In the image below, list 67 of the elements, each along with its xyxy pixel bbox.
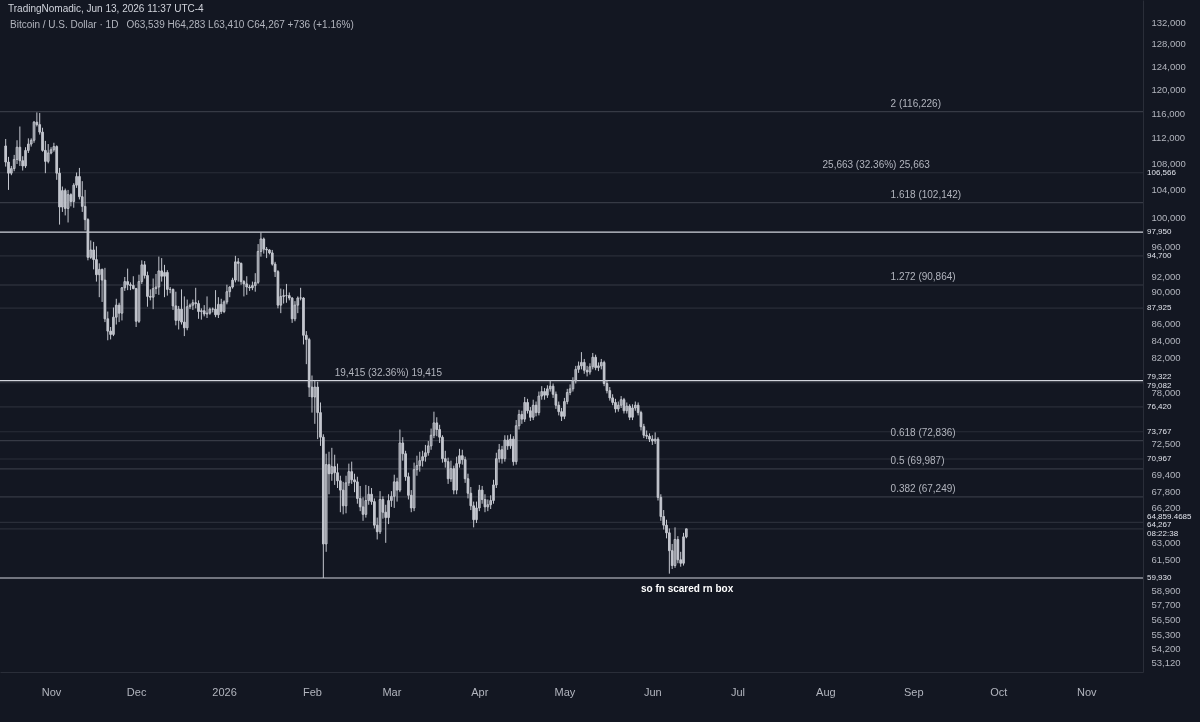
y-tick-label: 104,000: [1151, 184, 1186, 196]
annotation: 25,663 (32.36%) 25,663: [822, 158, 931, 170]
ref-line-label: 64,267 08:22:38: [1147, 520, 1179, 538]
y-tick-label: 63,000: [1151, 537, 1181, 549]
x-tick-label: Oct: [990, 685, 1008, 698]
y-tick-label: 86,000: [1151, 318, 1181, 330]
y-tick-label: 66,200: [1151, 502, 1181, 514]
annotation: 19,415 (32.36%) 19,415: [334, 366, 443, 378]
annotation: 1.272 (90,864): [890, 270, 956, 282]
ref-line-label: 94,700: [1147, 250, 1173, 260]
x-tick-label: Aug: [816, 685, 836, 698]
ref-line-label: 64,859.4685: [1147, 512, 1193, 522]
ref-line-label: 76,420: [1147, 401, 1173, 411]
y-tick-label: 55,300: [1151, 629, 1181, 641]
annotation: 0.618 (72,836): [890, 426, 956, 438]
y-tick-label: 124,000: [1151, 60, 1186, 72]
y-tick-label: 61,500: [1151, 554, 1181, 566]
ref-line-label: 59,930: [1147, 572, 1173, 582]
x-tick-label: Mar: [382, 685, 402, 698]
x-tick-label: Feb: [303, 685, 322, 698]
ref-line-label: 79,082: [1147, 380, 1173, 390]
x-tick-label: Nov: [1076, 685, 1098, 698]
y-tick-label: 90,000: [1151, 286, 1181, 298]
x-tick-label: Dec: [126, 685, 147, 698]
x-tick-label: Jun: [643, 685, 662, 698]
x-tick-label: 2026: [212, 685, 237, 698]
y-tick-label: 67,800: [1151, 485, 1181, 497]
y-tick-label: 58,900: [1151, 584, 1181, 596]
candlestick: [543, 387, 546, 401]
ref-line-label: 106,566: [1147, 167, 1177, 177]
ref-line-label: 87,925: [1147, 302, 1173, 312]
ref-line-label: 79,322: [1147, 372, 1173, 382]
candlestick: [580, 351, 583, 370]
x-tick-label: Apr: [471, 685, 489, 698]
y-tick-label: 120,000: [1151, 83, 1186, 95]
y-tick-label: 84,000: [1151, 334, 1181, 346]
y-tick-label: 132,000: [1151, 16, 1186, 28]
y-tick-label: 54,200: [1151, 643, 1181, 655]
y-tick-label: 72,500: [1151, 438, 1181, 450]
y-tick-label: 69,400: [1151, 469, 1181, 481]
y-tick-label: 108,000: [1151, 157, 1186, 169]
y-tick-label: 82,000: [1151, 351, 1181, 363]
x-tick-label: Sep: [903, 685, 924, 698]
y-tick-label: 128,000: [1151, 38, 1186, 50]
annotation: TradingNomadic, Jun 13, 2026 11:37 UTC-4: [8, 3, 204, 14]
annotation: 2 (116,226): [890, 97, 941, 109]
text: O63,539 H64,283 L63,410 C64,267 +736 (+1.16%): [126, 19, 354, 30]
y-tick-label: 96,000: [1151, 240, 1181, 252]
ref-line-label: 97,950: [1147, 226, 1173, 236]
ref-line-label: 70,967: [1147, 453, 1173, 463]
y-tick-label: 92,000: [1151, 270, 1181, 282]
y-tick-label: 116,000: [1151, 107, 1186, 119]
y-tick-label: 57,700: [1151, 599, 1181, 611]
annotation: 1.618 (102,142): [890, 188, 962, 200]
annotation: so fn scared rn box: [640, 583, 734, 594]
y-tick-label: 53,120: [1151, 657, 1181, 669]
y-tick-label: 112,000: [1151, 132, 1186, 144]
annotation: 0.382 (67,249): [890, 482, 956, 494]
ref-line-label: 73,767: [1147, 426, 1173, 436]
x-tick-label: Nov: [41, 685, 62, 698]
annotation: 0.5 (69,987): [890, 454, 945, 466]
candlestick: [245, 275, 249, 296]
y-tick-label: 100,000: [1151, 212, 1186, 224]
x-tick-label: May: [554, 685, 576, 698]
text: Bitcoin / U.S. Dollar · 1D: [10, 19, 119, 30]
y-tick-label: 56,500: [1151, 614, 1181, 625]
x-tick-label: Jul: [730, 685, 745, 698]
